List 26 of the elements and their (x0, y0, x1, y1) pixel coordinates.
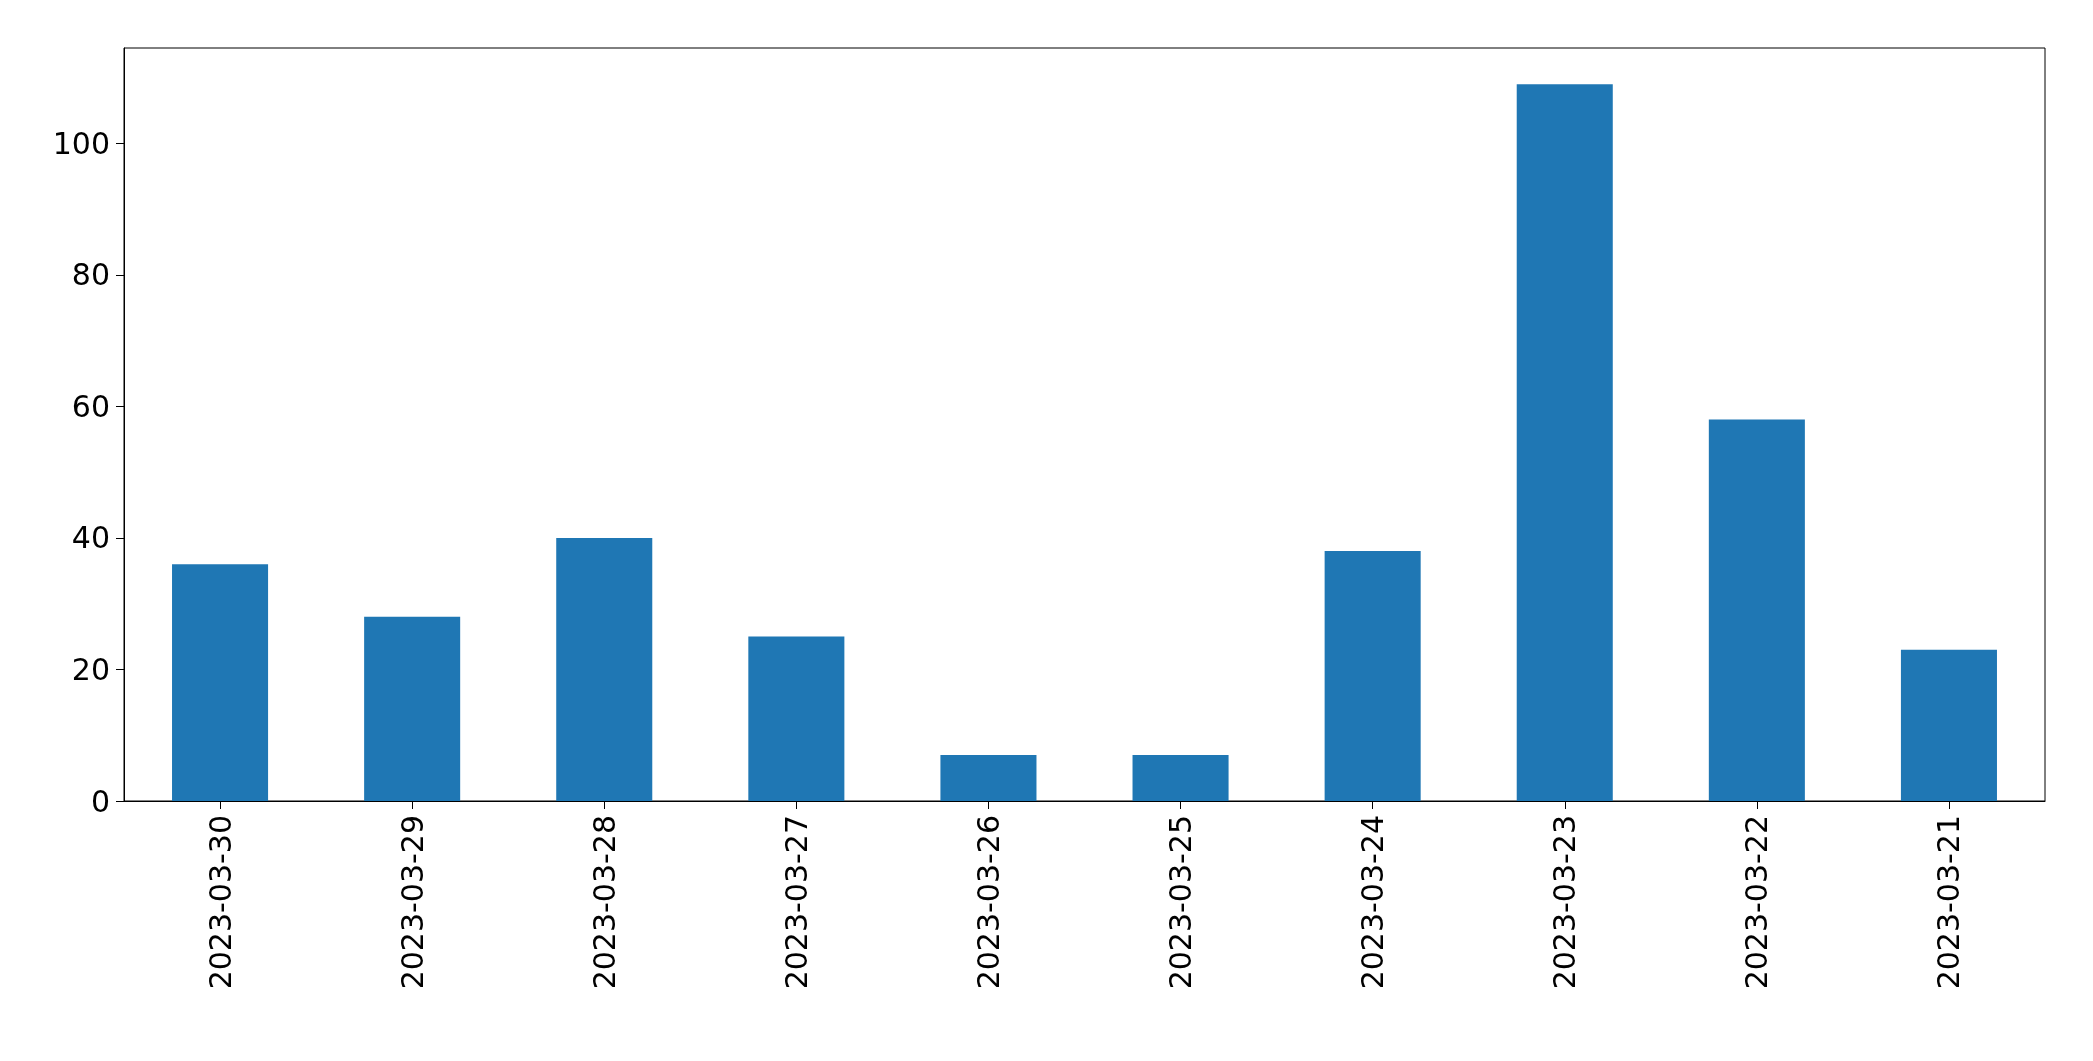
y-tick-label: 80 (71, 257, 110, 293)
bar (556, 537, 653, 801)
bar (1708, 419, 1805, 801)
x-tick-label: 2023-03-29 (394, 815, 430, 990)
bar (748, 636, 845, 801)
bar (1516, 84, 1613, 801)
bar (1900, 649, 1997, 801)
y-tick-label: 40 (71, 520, 110, 556)
x-tick-label: 2023-03-21 (1931, 815, 1967, 990)
y-tick-label: 100 (52, 125, 110, 161)
bar (364, 616, 461, 801)
y-tick-label: 20 (71, 651, 110, 687)
bar (940, 754, 1037, 801)
bar (1132, 754, 1229, 801)
x-tick-label: 2023-03-27 (778, 815, 814, 990)
x-tick-label: 2023-03-25 (1163, 815, 1199, 990)
x-tick-label: 2023-03-22 (1739, 815, 1775, 990)
x-tick-label: 2023-03-24 (1355, 815, 1391, 990)
bar (172, 564, 269, 801)
y-tick-label: 0 (90, 783, 110, 819)
x-tick-label: 2023-03-26 (970, 815, 1006, 990)
bar (1324, 551, 1421, 801)
x-tick-label: 2023-03-23 (1547, 815, 1583, 990)
x-tick-label: 2023-03-30 (202, 815, 238, 990)
y-tick-label: 60 (71, 388, 110, 424)
x-tick-label: 2023-03-28 (586, 815, 622, 990)
